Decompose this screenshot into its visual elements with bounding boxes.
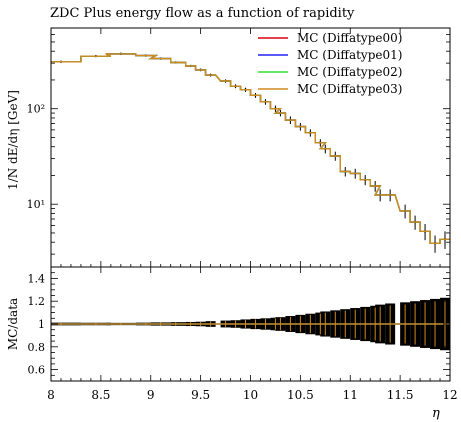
ratio-ytick-label-3: 1.2: [28, 295, 46, 308]
ratio-ytick-label-1: 0.8: [28, 341, 46, 354]
ratio-ytick-label-2: 1: [38, 318, 45, 331]
x-tick-label-3: 9.5: [191, 388, 210, 402]
legend: MC (Diffatype00) MC (Diffatype01) MC (Diff…: [258, 31, 402, 96]
legend-label-2: MC (Diffatype02): [297, 65, 402, 79]
main-mc-layer: [51, 53, 450, 244]
y-axis-label-main: 1/N dE/dη [GeV]: [6, 90, 20, 190]
main-ticks: 10¹ 10²: [27, 28, 451, 267]
ratio-mc-layer: [51, 300, 450, 348]
legend-label-1: MC (Diffatype01): [297, 48, 402, 62]
legend-label-0: MC (Diffatype00): [297, 31, 402, 45]
x-tick-label-4: 10: [243, 388, 258, 402]
legend-label-3: MC (Diffatype03): [297, 82, 402, 96]
main-ytick-label-1: 10²: [27, 103, 45, 116]
x-tick-label-5: 10.5: [287, 388, 314, 402]
x-axis-ticks: 8 8.5 9 9.5 10 10.5 11 11.5 12: [47, 388, 457, 402]
main-ytick-label-0: 10¹: [27, 198, 45, 211]
x-tick-label-0: 8: [47, 388, 55, 402]
chart-title: ZDC Plus energy flow as a function of ra…: [50, 6, 355, 21]
ratio-ytick-label-0: 0.6: [28, 364, 46, 377]
x-axis-label: η: [432, 406, 440, 421]
main-frame: [50, 27, 451, 268]
x-tick-label-7: 11.5: [387, 388, 414, 402]
x-tick-label-1: 8.5: [91, 388, 110, 402]
ratio-ytick-label-4: 1.4: [28, 272, 46, 285]
ratio-panel: 0.6 0.8 1 1.2 1.4: [28, 266, 451, 382]
x-tick-label-6: 11: [343, 388, 358, 402]
x-tick-label-8: 12: [442, 388, 457, 402]
y-axis-label-ratio: MC/data: [6, 298, 20, 350]
ratio-ticks: 0.6 0.8 1 1.2 1.4: [28, 267, 451, 382]
x-tick-label-2: 9: [147, 388, 155, 402]
mc-line-3: [51, 53, 450, 244]
